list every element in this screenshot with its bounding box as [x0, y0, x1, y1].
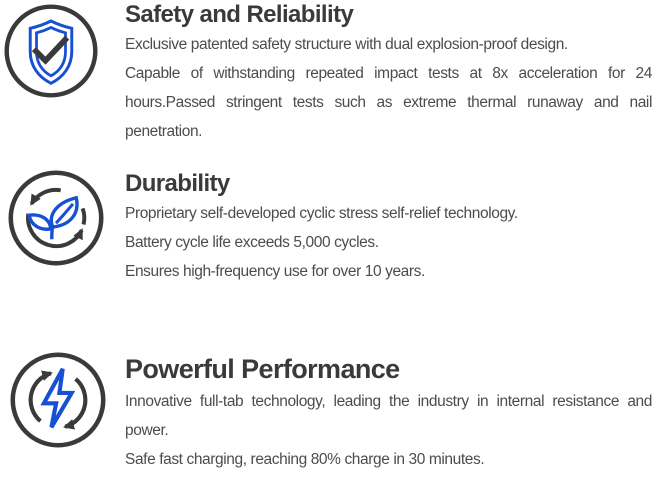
feature-paragraph: Safe fast charging, reaching 80% charge …	[125, 451, 485, 468]
feature-section-safety: Safety and Reliability Exclusive patente…	[0, 0, 657, 146]
feature-paragraph: Innovative full-tab technology, leading …	[125, 393, 652, 439]
feature-paragraph: Ensures high-frequency use for over 10 y…	[125, 263, 425, 280]
feature-content: Safety and Reliability Exclusive patente…	[125, 0, 652, 146]
refresh-bolt-icon	[10, 352, 106, 448]
feature-paragraph: Exclusive patented safety structure with…	[125, 36, 568, 53]
feature-content: Powerful Performance Innovative full-tab…	[125, 353, 652, 474]
feature-content: Durability Proprietary self-developed cy…	[125, 169, 652, 286]
feature-paragraph: Battery cycle life exceeds 5,000 cycles.	[125, 234, 379, 251]
feature-icon-column	[0, 0, 125, 99]
feature-title: Powerful Performance	[125, 354, 400, 384]
feature-title: Safety and Reliability	[125, 1, 354, 28]
shield-check-icon	[4, 4, 98, 98]
recycle-leaf-icon	[8, 170, 104, 266]
feature-paragraph: Capable of withstanding repeated impact …	[125, 65, 652, 140]
feature-title: Durability	[125, 170, 230, 197]
feature-icon-column	[0, 352, 125, 449]
feature-paragraph: Proprietary self-developed cyclic stress…	[125, 205, 518, 222]
feature-icon-column	[0, 169, 125, 267]
feature-section-durability: Durability Proprietary self-developed cy…	[0, 169, 657, 286]
feature-section-performance: Powerful Performance Innovative full-tab…	[0, 352, 657, 474]
